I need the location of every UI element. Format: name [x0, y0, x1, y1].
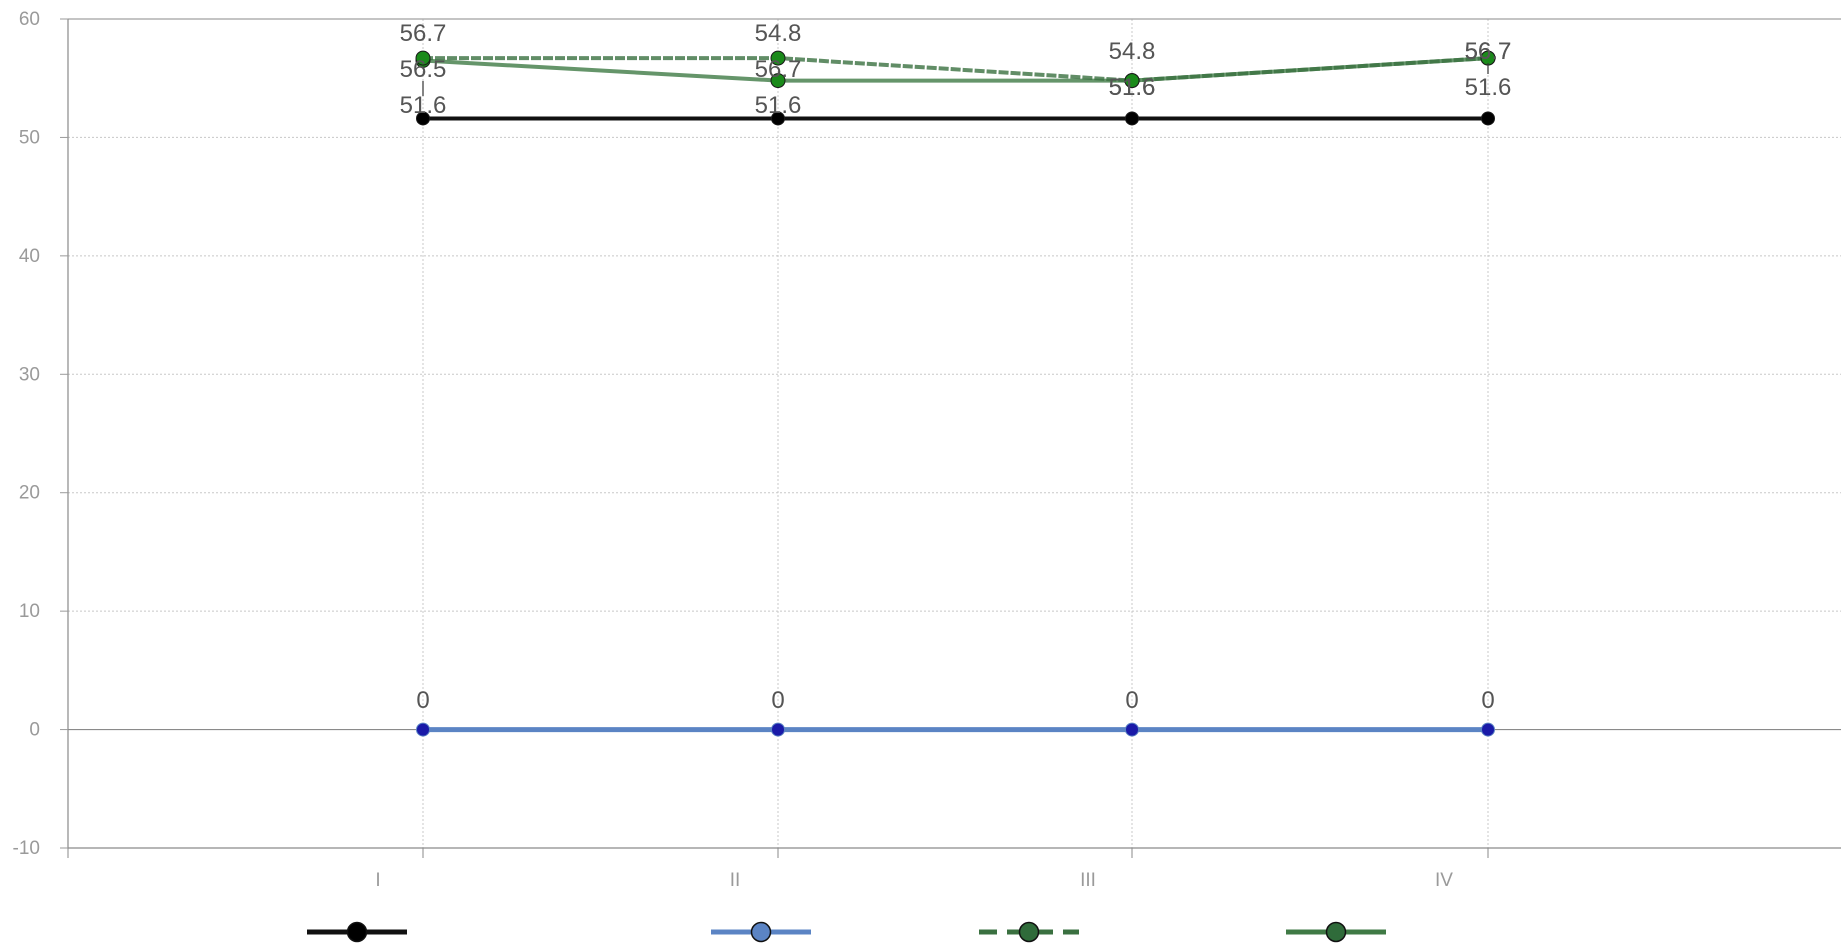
y-tick-label: 20: [19, 483, 40, 504]
legend-item-1[interactable]: [307, 921, 407, 943]
data-label: 51.6: [755, 92, 802, 119]
y-tick-label: 0: [29, 720, 40, 741]
legend-swatch-marker: [1018, 921, 1040, 943]
series-1-point: [1481, 111, 1495, 126]
data-label: 56.5: [400, 56, 447, 83]
data-label: 56.7: [1465, 38, 1512, 65]
y-tick-label: -10: [13, 838, 40, 859]
series-2-point: [1481, 722, 1495, 737]
x-tick-label: I: [375, 870, 380, 891]
legend-item-4[interactable]: [1286, 921, 1386, 943]
series-4-point: [770, 73, 786, 89]
data-label: 0: [771, 687, 784, 714]
data-label: 54.8: [755, 20, 802, 47]
series-3-point: [770, 50, 786, 66]
y-tick-label: 60: [19, 9, 40, 30]
y-tick-label: 40: [19, 246, 40, 267]
series-3-line: [423, 56, 1489, 83]
axes: [67, 18, 1841, 849]
x-axis-ticks: I II III IV: [67, 848, 1489, 891]
series-2-point: [771, 722, 785, 737]
legend-swatch-marker: [346, 921, 368, 943]
data-label: 0: [1481, 687, 1494, 714]
x-tick-label: III: [1080, 870, 1096, 891]
series-1-point: [1125, 111, 1139, 126]
legend-swatch-marker: [750, 921, 772, 943]
data-label: 56.7: [400, 20, 447, 47]
series-2-point: [1125, 722, 1139, 737]
series-1-point: [416, 111, 430, 126]
x-tick-label: IV: [1435, 870, 1453, 891]
series-layer: [415, 50, 1496, 737]
data-label: 54.8: [1109, 38, 1156, 65]
legend[interactable]: [307, 921, 1386, 943]
y-axis-ticks: 60 50 40 30 20 10 0 -10: [13, 9, 68, 859]
data-label: 56.7: [1465, 38, 1512, 65]
y-tick-label: 10: [19, 601, 40, 622]
series-3-point: [415, 50, 431, 66]
data-label: 51.6: [1465, 74, 1512, 101]
grid-lines: [68, 19, 1841, 848]
series-2-point: [416, 722, 430, 737]
legend-item-3[interactable]: [979, 921, 1079, 943]
y-tick-label: 50: [19, 127, 40, 148]
data-label: 51.6: [1109, 74, 1156, 101]
series-1-point: [771, 111, 785, 126]
data-label: 56.7: [755, 56, 802, 83]
series-3-point: [1124, 73, 1140, 89]
legend-swatch-marker: [1325, 921, 1347, 943]
x-tick-label: II: [730, 870, 741, 891]
legend-item-2[interactable]: [711, 921, 811, 943]
data-label: 0: [416, 687, 429, 714]
data-labels: 51.6 51.6 51.6 51.6 0 0 0 0 56.7 56.7 54.8 56.7 56.5…: [400, 20, 1512, 714]
y-tick-label: 30: [19, 364, 40, 385]
data-label: 51.6: [1109, 74, 1156, 101]
data-label: 0: [1125, 687, 1138, 714]
data-label: 51.6: [400, 92, 447, 119]
